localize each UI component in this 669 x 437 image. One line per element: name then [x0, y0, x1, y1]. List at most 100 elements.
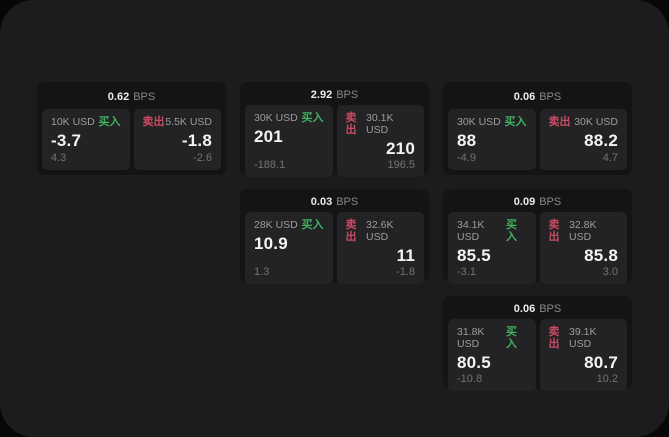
bps-unit-label: BPS — [133, 91, 156, 103]
buy-side-label: 买入 — [505, 326, 517, 350]
sell-side-label: 卖出 — [548, 326, 560, 350]
sell-delta: 196.5 — [387, 159, 415, 171]
sell-amount: 5.5K USD — [165, 116, 212, 128]
sell-panel-top: 卖出 32.8K USD — [549, 219, 619, 243]
buy-delta: 4.3 — [51, 152, 67, 164]
buy-sell-panels: 30K USD 买入 88 -4.9 卖出 30K USD 88.2 4.7 — [448, 109, 627, 170]
card-header: 0.06 BPS — [448, 89, 627, 105]
sell-delta: -2.6 — [193, 152, 212, 164]
buy-panel-top: 30K USD 买入 — [457, 116, 527, 128]
sell-amount: 30K USD — [574, 116, 618, 128]
bps-unit-label: BPS — [336, 89, 359, 101]
sell-side-label: 卖出 — [548, 219, 560, 243]
buy-side-label: 买入 — [301, 219, 324, 231]
sell-panel[interactable]: 卖出 32.8K USD 85.8 3.0 — [539, 212, 627, 284]
buy-panel[interactable]: 30K USD 买入 201 -188.1 — [245, 105, 333, 177]
bps-value: 0.06 — [513, 91, 536, 103]
buy-panel-top: 31.8K USD 买入 — [457, 326, 527, 350]
sell-side-label: 卖出 — [345, 112, 357, 136]
buy-side-label: 买入 — [504, 116, 527, 128]
quote-card: 0.06 BPS 30K USD 买入 88 -4.9 卖出 30K USD — [443, 82, 632, 175]
card-header: 0.03 BPS — [245, 196, 424, 208]
buy-sell-panels: 28K USD 买入 10.9 1.3 卖出 32.6K USD 11 -1.8 — [245, 212, 424, 284]
sell-side-label: 卖出 — [345, 219, 357, 243]
buy-amount: 34.1K USD — [457, 219, 485, 243]
quote-card: 0.09 BPS 34.1K USD 买入 85.5 -3.1 卖出 32.8K… — [443, 189, 632, 284]
sell-amount: 30.1K USD — [366, 112, 394, 136]
sell-delta: -1.8 — [396, 266, 415, 278]
buy-panel-top: 34.1K USD 买入 — [457, 219, 527, 243]
buy-price: -3.7 — [51, 131, 82, 150]
sell-price: 11 — [396, 246, 415, 265]
sell-price: -1.8 — [181, 131, 212, 150]
buy-price: 85.5 — [457, 246, 491, 265]
quote-card-grid: 0.62 BPS 10K USD 买入 -3.7 4.3 卖出 5.5K USD — [37, 82, 632, 391]
buy-side-label: 买入 — [301, 112, 324, 124]
buy-amount: 10K USD — [51, 116, 95, 128]
buy-amount: 28K USD — [254, 219, 298, 231]
card-header: 0.06 BPS — [448, 303, 627, 315]
buy-price: 80.5 — [457, 353, 491, 372]
buy-amount: 31.8K USD — [457, 326, 485, 350]
sell-panel[interactable]: 卖出 30K USD 88.2 4.7 — [539, 109, 627, 170]
card-header: 0.62 BPS — [42, 89, 221, 105]
sell-amount: 39.1K USD — [569, 326, 597, 350]
sell-delta: 3.0 — [602, 266, 618, 278]
buy-delta: -188.1 — [254, 159, 286, 171]
buy-panel-top: 10K USD 买入 — [51, 116, 121, 128]
buy-panel[interactable]: 10K USD 买入 -3.7 4.3 — [42, 109, 130, 170]
bps-unit-label: BPS — [539, 91, 562, 103]
buy-side-label: 买入 — [98, 116, 121, 128]
sell-panel-top: 卖出 30K USD — [549, 116, 619, 128]
buy-price: 10.9 — [254, 234, 288, 253]
bps-unit-label: BPS — [539, 303, 562, 315]
buy-sell-panels: 10K USD 买入 -3.7 4.3 卖出 5.5K USD -1.8 -2.… — [42, 109, 221, 170]
buy-amount: 30K USD — [457, 116, 501, 128]
sell-price: 88.2 — [584, 131, 618, 150]
bps-value: 0.06 — [513, 303, 536, 315]
bps-value: 2.92 — [310, 89, 333, 101]
sell-panel[interactable]: 卖出 30.1K USD 210 196.5 — [336, 105, 424, 177]
sell-side-label: 卖出 — [142, 116, 165, 128]
buy-sell-panels: 30K USD 买入 201 -188.1 卖出 30.1K USD 210 1… — [245, 105, 424, 177]
sell-price: 85.8 — [584, 246, 618, 265]
card-header: 2.92 BPS — [245, 89, 424, 101]
sell-amount: 32.6K USD — [366, 219, 394, 243]
buy-panel[interactable]: 30K USD 买入 88 -4.9 — [448, 109, 536, 170]
sell-price: 210 — [386, 139, 415, 158]
bps-unit-label: BPS — [539, 196, 562, 208]
buy-panel-top: 30K USD 买入 — [254, 112, 324, 124]
quote-card: 0.62 BPS 10K USD 买入 -3.7 4.3 卖出 5.5K USD — [37, 82, 226, 175]
bps-value: 0.03 — [310, 196, 333, 208]
bps-value: 0.09 — [513, 196, 536, 208]
sell-side-label: 卖出 — [548, 116, 571, 128]
buy-panel[interactable]: 34.1K USD 买入 85.5 -3.1 — [448, 212, 536, 284]
card-header: 0.09 BPS — [448, 196, 627, 208]
buy-delta: 1.3 — [254, 266, 270, 278]
sell-amount: 32.8K USD — [569, 219, 597, 243]
bps-unit-label: BPS — [336, 196, 359, 208]
quote-card: 2.92 BPS 30K USD 买入 201 -188.1 卖出 30.1K … — [240, 82, 429, 177]
buy-side-label: 买入 — [505, 219, 517, 243]
sell-panel[interactable]: 卖出 39.1K USD 80.7 10.2 — [539, 319, 627, 391]
sell-price: 80.7 — [584, 353, 618, 372]
sell-panel-top: 卖出 39.1K USD — [549, 326, 619, 350]
buy-price: 88 — [457, 131, 477, 150]
buy-sell-panels: 31.8K USD 买入 80.5 -10.8 卖出 39.1K USD 80.… — [448, 319, 627, 391]
buy-delta: -10.8 — [457, 373, 483, 385]
buy-panel-top: 28K USD 买入 — [254, 219, 324, 231]
buy-price: 201 — [254, 127, 283, 146]
buy-panel[interactable]: 28K USD 买入 10.9 1.3 — [245, 212, 333, 284]
sell-panel[interactable]: 卖出 5.5K USD -1.8 -2.6 — [133, 109, 221, 170]
buy-panel[interactable]: 31.8K USD 买入 80.5 -10.8 — [448, 319, 536, 391]
sell-panel-top: 卖出 32.6K USD — [346, 219, 416, 243]
bps-value: 0.62 — [107, 91, 130, 103]
buy-amount: 30K USD — [254, 112, 298, 124]
sell-panel-top: 卖出 30.1K USD — [346, 112, 416, 136]
sell-panel[interactable]: 卖出 32.6K USD 11 -1.8 — [336, 212, 424, 284]
buy-delta: -3.1 — [457, 266, 476, 278]
sell-panel-top: 卖出 5.5K USD — [143, 116, 213, 128]
buy-sell-panels: 34.1K USD 买入 85.5 -3.1 卖出 32.8K USD 85.8… — [448, 212, 627, 284]
sell-delta: 10.2 — [596, 373, 618, 385]
